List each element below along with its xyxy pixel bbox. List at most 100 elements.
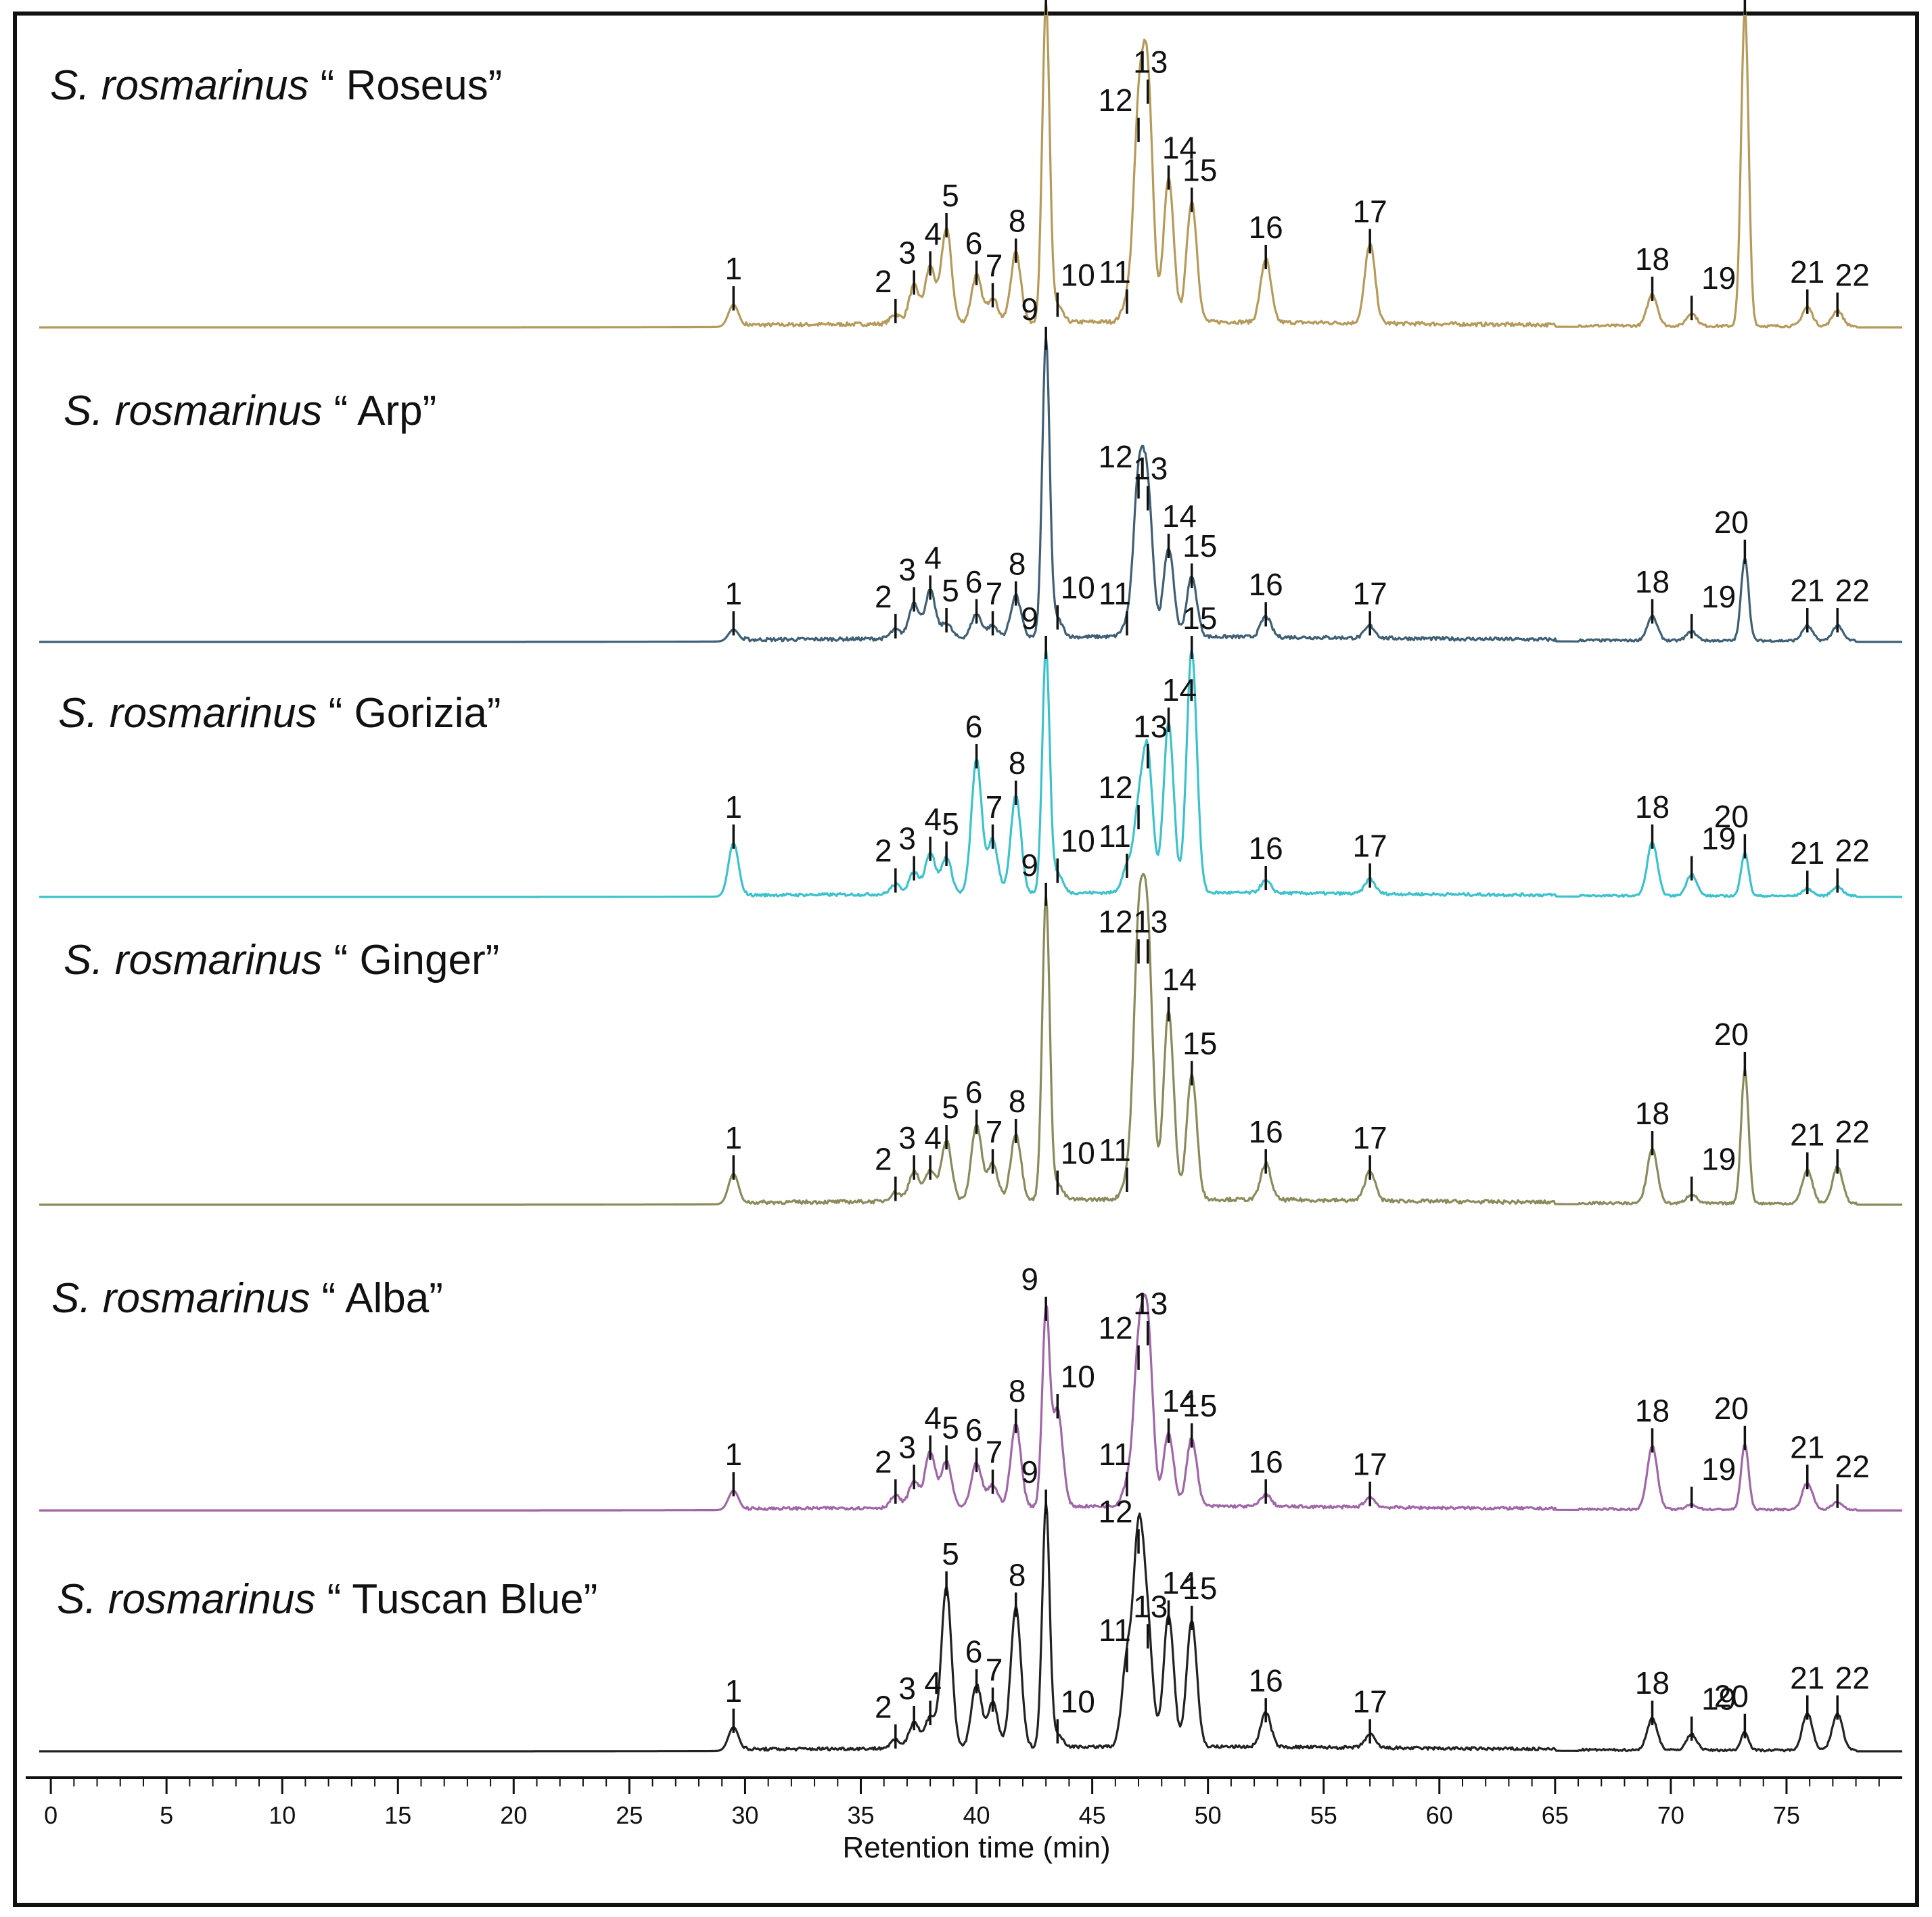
figure-border (13, 11, 1919, 1907)
tick-label-60: 60 (1426, 1801, 1453, 1829)
cultivar-name: “ Alba” (310, 1275, 442, 1322)
cultivar-title-2: S. rosmarinus “ Gorizia” (58, 690, 501, 737)
peak-label-1-8: 8 (1009, 546, 1026, 581)
peak-label-1-3: 3 (898, 552, 916, 587)
peak-label-4-14: 14 (1162, 1383, 1197, 1418)
peak-label-5-1: 1 (725, 1673, 743, 1709)
peak-label-3-13: 13 (1133, 904, 1168, 940)
peak-label-1-21: 21 (1790, 573, 1824, 608)
peak-label-1-13: 13 (1133, 451, 1168, 486)
peak-label-0-10: 10 (1061, 258, 1095, 293)
peak-label-1-22: 22 (1835, 573, 1870, 608)
trace-line-1 (39, 335, 1902, 643)
cultivar-name: “ Tuscan Blue” (315, 1576, 597, 1623)
peak-label-4-21: 21 (1790, 1429, 1824, 1464)
peak-label-2-12: 12 (1098, 770, 1132, 805)
peak-label-1-18: 18 (1635, 564, 1670, 599)
peak-label-5-6: 6 (965, 1634, 983, 1669)
peak-label-0-16: 16 (1249, 210, 1283, 245)
species-name: S. rosmarinus (58, 690, 317, 737)
peak-label-3-21: 21 (1790, 1117, 1824, 1153)
peak-label-2-19: 19 (1701, 821, 1736, 856)
peak-label-2-17: 17 (1353, 828, 1387, 863)
peak-label-3-4: 4 (924, 1120, 942, 1155)
peak-label-4-16: 16 (1249, 1444, 1283, 1479)
peak-label-4-18: 18 (1635, 1393, 1670, 1428)
peak-label-1-11: 11 (1099, 576, 1131, 611)
peak-label-5-16: 16 (1249, 1663, 1283, 1698)
cultivar-title-4: S. rosmarinus “ Alba” (51, 1275, 443, 1322)
peak-label-1-9: 9 (1021, 292, 1038, 327)
species-name: S. rosmarinus (64, 937, 322, 984)
peak-label-0-19: 19 (1701, 260, 1736, 296)
peak-label-5-10: 10 (1061, 1684, 1095, 1719)
peak-label-5-13: 13 (1133, 1589, 1168, 1624)
tick-label-70: 70 (1657, 1801, 1684, 1829)
peak-label-2-1: 1 (725, 789, 743, 825)
peak-label-4-8: 8 (1009, 1374, 1026, 1409)
peak-label-3-6: 6 (965, 1075, 983, 1110)
peak-label-2-2: 2 (875, 833, 892, 869)
peak-label-4-9: 9 (1021, 1262, 1038, 1297)
trace-line-4 (39, 1293, 1902, 1512)
peak-label-2-3: 3 (898, 821, 916, 856)
peak-label-1-14: 14 (1162, 499, 1197, 534)
species-name: S. rosmarinus (64, 388, 322, 434)
peak-label-4-11: 11 (1099, 1437, 1131, 1472)
peak-label-4-12: 12 (1098, 1310, 1132, 1345)
peak-label-4-2: 2 (875, 1444, 892, 1479)
peak-label-5-8: 8 (1009, 1557, 1026, 1592)
peak-label-0-3: 3 (898, 235, 916, 271)
peak-label-1-12: 12 (1098, 439, 1132, 474)
peak-label-5-17: 17 (1353, 1684, 1387, 1719)
peak-label-3-18: 18 (1635, 1096, 1670, 1131)
peak-label-5-4: 4 (924, 1665, 942, 1701)
peak-label-3-14: 14 (1162, 962, 1197, 997)
peak-label-2-16: 16 (1249, 831, 1283, 866)
peak-label-1-15: 15 (1182, 528, 1217, 563)
tick-label-25: 25 (616, 1801, 643, 1829)
peak-label-3-8: 8 (1009, 1084, 1026, 1119)
tick-label-50: 50 (1195, 1801, 1222, 1829)
peak-label-1-5: 5 (942, 573, 959, 608)
peak-label-4-20: 20 (1714, 1391, 1749, 1426)
peak-label-4-7: 7 (986, 1435, 1003, 1470)
peak-label-2-11: 11 (1099, 818, 1131, 854)
peak-label-3-7: 7 (986, 1114, 1003, 1149)
peak-label-3-15: 15 (1182, 1026, 1217, 1061)
peak-label-2-6: 6 (965, 709, 983, 744)
peak-label-4-5: 5 (942, 1410, 959, 1446)
peak-label-1-16: 16 (1249, 567, 1283, 602)
peak-label-2-9: 9 (1021, 601, 1038, 636)
peak-label-0-15: 15 (1182, 152, 1217, 187)
trace-line-0 (39, 0, 1902, 329)
peak-label-2-5: 5 (942, 806, 959, 841)
peak-label-4-10: 10 (1061, 1359, 1095, 1394)
peak-label-0-5: 5 (942, 178, 959, 213)
tick-label-45: 45 (1079, 1801, 1106, 1829)
peak-label-5-5: 5 (942, 1536, 959, 1571)
cultivar-title-5: S. rosmarinus “ Tuscan Blue” (57, 1576, 597, 1623)
tick-label-55: 55 (1310, 1801, 1337, 1829)
tick-label-65: 65 (1542, 1801, 1569, 1829)
peak-label-3-9: 9 (1021, 848, 1038, 883)
peak-label-0-1: 1 (725, 251, 743, 286)
peak-label-3-2: 2 (875, 1142, 892, 1177)
peak-label-5-9: 9 (1021, 1454, 1038, 1489)
tick-label-40: 40 (963, 1801, 990, 1829)
species-name: S. rosmarinus (51, 1275, 310, 1322)
peak-label-1-19: 19 (1701, 579, 1736, 614)
peak-label-2-22: 22 (1835, 833, 1870, 869)
cultivar-name: “ Gorizia” (317, 690, 501, 737)
peak-label-3-16: 16 (1249, 1114, 1283, 1149)
tick-label-20: 20 (500, 1801, 527, 1829)
tick-label-0: 0 (44, 1801, 58, 1829)
peak-label-2-14: 14 (1162, 672, 1197, 708)
peak-label-0-21: 21 (1790, 254, 1824, 290)
peak-label-3-11: 11 (1099, 1132, 1131, 1168)
